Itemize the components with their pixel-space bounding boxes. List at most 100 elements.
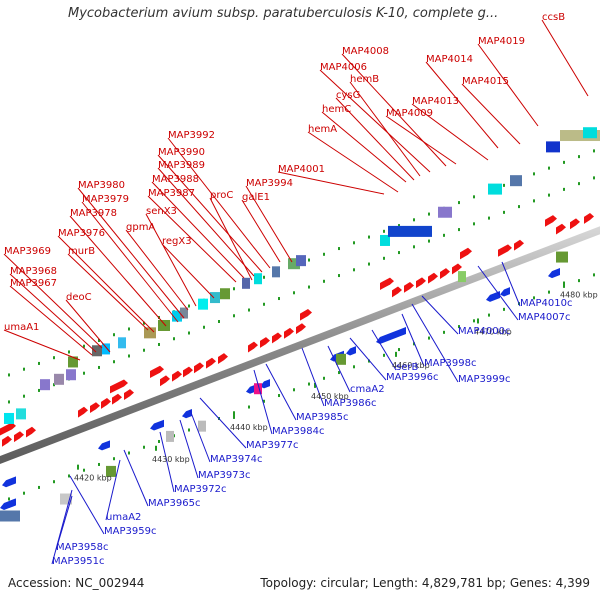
- forward-gene-label[interactable]: MAP3979: [82, 194, 129, 205]
- forward-gene-arrow[interactable]: [460, 247, 472, 260]
- forward-gene-arrow[interactable]: [124, 389, 134, 401]
- forward-gene-arrow[interactable]: [556, 223, 566, 235]
- forward-gene-arrow[interactable]: [296, 323, 306, 335]
- forward-gene-arrow[interactable]: [498, 244, 512, 257]
- reverse-gene-label[interactable]: MAP3999c: [458, 374, 510, 385]
- forward-gene-arrow[interactable]: [150, 365, 164, 379]
- forward-gene-arrow[interactable]: [584, 212, 594, 224]
- forward-gene-arrow[interactable]: [160, 375, 170, 387]
- forward-gene-label[interactable]: murB: [68, 246, 95, 257]
- forward-gene-label[interactable]: MAP3978: [70, 208, 117, 219]
- forward-gene-label[interactable]: hemC: [322, 104, 351, 115]
- forward-gene-label[interactable]: hemB: [350, 74, 379, 85]
- forward-gene-label[interactable]: cysG: [336, 90, 360, 101]
- forward-gene-label[interactable]: MAP4009: [386, 108, 433, 119]
- reverse-gene-arrow[interactable]: [150, 419, 164, 431]
- reverse-gene-label[interactable]: cmaA2: [350, 384, 385, 395]
- forward-gene-label[interactable]: MAP3976: [58, 228, 105, 239]
- reverse-gene-label[interactable]: serB: [396, 362, 418, 373]
- forward-gene-label[interactable]: MAP3994: [246, 178, 293, 189]
- forward-gene-arrow[interactable]: [112, 393, 122, 405]
- reverse-gene-label[interactable]: MAP3986c: [324, 398, 376, 409]
- forward-gene-arrow[interactable]: [14, 431, 24, 443]
- reverse-gene-label[interactable]: MAP4010c: [520, 298, 572, 309]
- reverse-gene-arrow[interactable]: [260, 379, 270, 389]
- forward-gene-arrow[interactable]: [110, 379, 128, 394]
- forward-gene-arrow[interactable]: [300, 309, 312, 321]
- reverse-gene-arrow[interactable]: [500, 287, 510, 297]
- reverse-gene-label[interactable]: MAP3984c: [272, 426, 324, 437]
- reverse-gene-arrow[interactable]: [246, 384, 256, 394]
- reverse-gene-label[interactable]: MAP3959c: [104, 526, 156, 537]
- forward-gene-arrow[interactable]: [404, 281, 414, 293]
- forward-gene-arrow[interactable]: [452, 263, 462, 275]
- forward-gene-arrow[interactable]: [514, 239, 524, 251]
- forward-gene-label[interactable]: senX3: [146, 206, 177, 217]
- reverse-gene-arrow[interactable]: [376, 327, 406, 344]
- reverse-gene-label[interactable]: MAP3958c: [56, 542, 108, 553]
- forward-gene-label[interactable]: MAP3969: [4, 246, 51, 257]
- forward-gene-arrow[interactable]: [194, 362, 204, 374]
- reverse-gene-arrow[interactable]: [486, 291, 500, 302]
- forward-gene-label[interactable]: MAP4013: [412, 96, 459, 107]
- forward-gene-arrow[interactable]: [428, 272, 438, 284]
- forward-gene-label[interactable]: MAP4014: [426, 54, 473, 65]
- forward-gene-label[interactable]: hemA: [308, 124, 337, 135]
- forward-gene-label[interactable]: MAP4019: [478, 36, 525, 47]
- forward-gene-arrow[interactable]: [248, 341, 258, 353]
- reverse-gene-label[interactable]: MAP3985c: [296, 412, 348, 423]
- forward-gene-arrow[interactable]: [0, 422, 16, 436]
- reverse-gene-label[interactable]: MAP4007c: [518, 312, 570, 323]
- forward-gene-label[interactable]: MAP4006: [320, 62, 367, 73]
- reverse-gene-arrow[interactable]: [5, 498, 15, 509]
- reverse-gene-arrow[interactable]: [346, 346, 356, 356]
- forward-gene-label[interactable]: MAP3989: [158, 160, 205, 171]
- forward-gene-label[interactable]: MAP3992: [168, 130, 215, 141]
- forward-gene-arrow[interactable]: [284, 327, 294, 339]
- reverse-gene-label[interactable]: umaA2: [106, 512, 141, 523]
- forward-gene-arrow[interactable]: [570, 218, 580, 230]
- forward-gene-arrow[interactable]: [440, 268, 450, 279]
- forward-gene-label[interactable]: MAP3968: [10, 266, 57, 277]
- forward-gene-label[interactable]: proC: [210, 190, 233, 201]
- reverse-gene-arrow[interactable]: [2, 476, 16, 488]
- forward-gene-arrow[interactable]: [2, 435, 12, 447]
- forward-gene-arrow[interactable]: [380, 277, 394, 290]
- forward-gene-arrow[interactable]: [416, 277, 426, 289]
- forward-gene-label[interactable]: MAP4008: [342, 46, 389, 57]
- forward-gene-label[interactable]: MAP3980: [78, 180, 125, 191]
- forward-gene-arrow[interactable]: [90, 402, 100, 414]
- reverse-gene-label[interactable]: MAP3972c: [174, 484, 226, 495]
- forward-gene-arrow[interactable]: [545, 215, 557, 227]
- forward-gene-label[interactable]: regX3: [162, 236, 192, 247]
- forward-gene-label[interactable]: MAP4001: [278, 164, 325, 175]
- reverse-gene-arrow[interactable]: [98, 440, 110, 451]
- reverse-gene-label[interactable]: MAP3973c: [198, 470, 250, 481]
- forward-gene-label[interactable]: gpmA: [126, 222, 155, 233]
- forward-gene-arrow[interactable]: [260, 337, 270, 348]
- reverse-gene-label[interactable]: MAP3996c: [386, 372, 438, 383]
- forward-gene-arrow[interactable]: [272, 332, 282, 344]
- forward-gene-label[interactable]: umaA1: [4, 322, 39, 333]
- reverse-gene-arrow[interactable]: [548, 268, 560, 279]
- reverse-gene-label[interactable]: MAP3965c: [148, 498, 200, 509]
- forward-gene-label[interactable]: MAP4015: [462, 76, 509, 87]
- reverse-gene-label[interactable]: MAP3974c: [210, 454, 262, 465]
- forward-gene-label[interactable]: MAP3990: [158, 147, 205, 158]
- forward-gene-label[interactable]: MAP3967: [10, 278, 57, 289]
- forward-gene-arrow[interactable]: [26, 426, 36, 438]
- forward-gene-arrow[interactable]: [183, 366, 193, 378]
- forward-gene-label[interactable]: galE1: [242, 192, 270, 203]
- reverse-gene-label[interactable]: MAP3977c: [246, 440, 298, 451]
- forward-gene-label[interactable]: MAP3988: [152, 174, 199, 185]
- forward-gene-arrow[interactable]: [392, 286, 402, 298]
- forward-gene-label[interactable]: MAP3987: [148, 188, 195, 199]
- forward-gene-arrow[interactable]: [218, 353, 228, 365]
- reverse-gene-label[interactable]: MAP3998c: [424, 358, 476, 369]
- forward-gene-arrow[interactable]: [206, 357, 216, 369]
- reverse-gene-label[interactable]: MAP3951c: [52, 556, 104, 567]
- reverse-gene-label[interactable]: MAP4000c: [458, 326, 510, 337]
- forward-gene-arrow[interactable]: [78, 406, 88, 418]
- forward-gene-label[interactable]: ccsB: [542, 12, 565, 23]
- forward-gene-label[interactable]: deoC: [66, 292, 92, 303]
